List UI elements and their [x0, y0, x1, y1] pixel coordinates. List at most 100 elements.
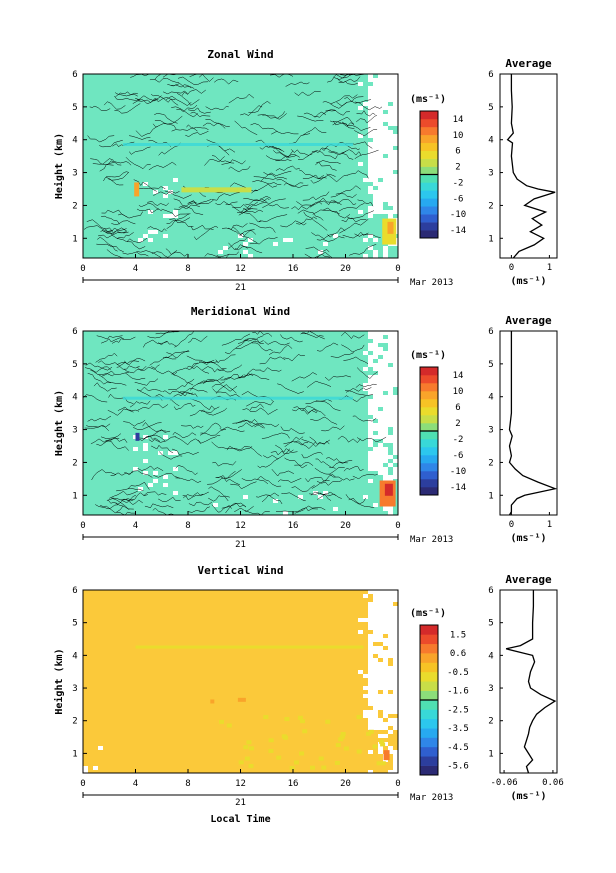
- data-gap-cell: [368, 646, 373, 650]
- data-gap-cell: [153, 230, 158, 234]
- contour-line: [283, 354, 305, 362]
- data-gap-cell: [378, 166, 383, 170]
- profile-x-unit: (ms⁻¹): [510, 276, 546, 287]
- data-gap-cell: [378, 622, 383, 626]
- data-gap-cell: [393, 766, 398, 770]
- data-gap-cell: [363, 351, 368, 355]
- data-gap-cell: [388, 654, 393, 658]
- data-gap-cell: [378, 339, 383, 343]
- profile-title: Average: [505, 314, 552, 327]
- data-gap-cell: [363, 495, 368, 499]
- data-gap-cell: [173, 178, 178, 182]
- data-gap-cell: [368, 666, 373, 670]
- contour-line: [148, 436, 177, 443]
- data-gap-cell: [393, 638, 398, 642]
- contour-line: [356, 436, 387, 443]
- profile-y-label: 5: [488, 103, 493, 113]
- contour-line: [86, 219, 113, 232]
- x-tick-label: 4: [133, 264, 138, 274]
- y-tick-label: 1: [72, 491, 77, 501]
- data-gap-cell: [388, 347, 393, 351]
- data-gap-cell: [383, 435, 388, 439]
- data-gap-cell: [368, 214, 373, 218]
- data-gap-cell: [378, 391, 383, 395]
- data-gap-cell: [373, 383, 378, 387]
- contour-line: [354, 149, 379, 159]
- field-patch: [387, 221, 394, 234]
- contour-line: [243, 201, 267, 210]
- contour-line: [135, 95, 162, 101]
- contour-line: [257, 111, 286, 119]
- contour-line: [260, 176, 287, 182]
- contour-line: [234, 446, 262, 457]
- data-gap-cell: [388, 706, 393, 710]
- contour-line: [99, 162, 122, 172]
- contour-line: [341, 217, 367, 223]
- field-patch: [379, 739, 385, 744]
- data-gap-cell: [373, 710, 378, 714]
- colorbar-swatch: [420, 407, 438, 416]
- field-patch: [380, 761, 386, 766]
- contour-line: [96, 433, 122, 446]
- data-gap-cell: [393, 666, 398, 670]
- profile-frame: [499, 330, 558, 516]
- contour-line: [153, 473, 181, 479]
- field-patch: [134, 182, 140, 197]
- data-gap-cell: [378, 383, 383, 387]
- contour-line: [273, 150, 294, 159]
- data-gap-cell: [373, 343, 378, 347]
- data-gap-cell: [373, 682, 378, 686]
- contour-line: [341, 121, 371, 131]
- data-gap-cell: [393, 427, 398, 431]
- contour-line: [211, 383, 238, 392]
- contour-line: [301, 439, 331, 447]
- contour-line: [167, 84, 192, 89]
- contour-line: [332, 116, 355, 126]
- contour-line: [132, 422, 162, 430]
- data-gap-cell: [378, 674, 383, 678]
- data-gap-cell: [373, 706, 378, 710]
- colorbar-swatch: [420, 206, 438, 215]
- field-band: [135, 645, 364, 649]
- colorbar-swatch: [420, 728, 438, 738]
- contour-line: [137, 186, 166, 190]
- contour-line: [100, 227, 128, 235]
- contour-line: [291, 372, 317, 382]
- contour-line: [252, 180, 282, 185]
- data-gap-cell: [393, 206, 398, 210]
- contour-line: [354, 129, 378, 137]
- y-tick-label: 4: [72, 651, 77, 661]
- data-gap-cell: [358, 670, 363, 674]
- y-tick-label: 5: [72, 103, 77, 113]
- data-gap-cell: [373, 702, 378, 706]
- x-tick-label: 12: [235, 521, 246, 531]
- profile-y-label: 6: [488, 327, 493, 337]
- contour-line: [238, 209, 263, 216]
- contour-line: [221, 159, 246, 165]
- contour-line: [309, 436, 330, 445]
- data-gap-cell: [378, 678, 383, 682]
- contour-line: [174, 330, 195, 348]
- data-gap-cell: [383, 690, 388, 694]
- data-gap-cell: [378, 162, 383, 166]
- data-gap-cell: [388, 618, 393, 622]
- contour-line: [105, 440, 129, 451]
- contour-line: [179, 388, 208, 393]
- data-gap-cell: [393, 158, 398, 162]
- data-gap-cell: [393, 471, 398, 475]
- profile-x-label: -0.06: [491, 778, 518, 788]
- contour-line: [172, 374, 195, 384]
- colorbar-unit: (ms⁻¹): [410, 608, 446, 619]
- data-gap-cell: [393, 590, 398, 594]
- data-gap-cell: [378, 590, 383, 594]
- data-gap-cell: [383, 150, 388, 154]
- y-tick-label: 4: [72, 393, 77, 403]
- data-gap-cell: [373, 618, 378, 622]
- contour-line: [356, 367, 378, 379]
- contour-line: [211, 192, 240, 201]
- contour-line: [228, 93, 255, 104]
- contour-line: [129, 135, 151, 140]
- data-gap-cell: [388, 475, 393, 479]
- data-gap-cell: [373, 590, 378, 594]
